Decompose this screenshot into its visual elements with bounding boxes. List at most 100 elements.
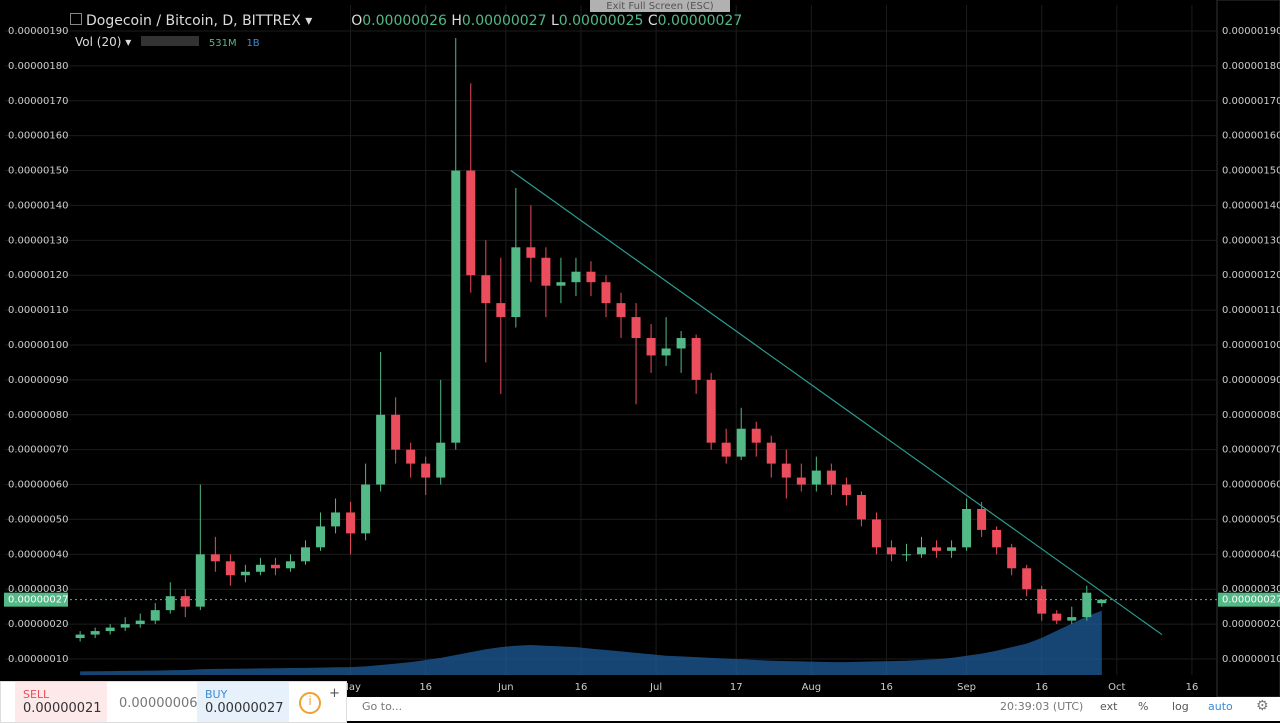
y-tick-label-right: 0.00000010: [1222, 654, 1280, 665]
fullscreen-text[interactable]: Exit Full Screen (ESC): [606, 1, 714, 12]
candle-body: [676, 338, 686, 349]
buy-button[interactable]: BUY 0.00000027: [197, 682, 289, 722]
y-tick-label: 0.00000030: [8, 584, 68, 595]
candle-body: [316, 526, 326, 548]
candle-body: [270, 564, 280, 569]
y-tick-label: 0.00000070: [8, 445, 68, 456]
candle-body: [1082, 592, 1092, 618]
buy-label[interactable]: BUY: [205, 688, 228, 701]
x-tick-label: Oct: [1108, 682, 1125, 693]
y-tick-label: 0.00000040: [8, 549, 68, 560]
x-tick-label: 16: [575, 682, 588, 693]
vol-buttons[interactable]: [141, 36, 200, 46]
candle-body: [811, 470, 821, 485]
buy-price[interactable]: 0.00000027: [205, 701, 284, 716]
y-tick-label: 0.00000170: [8, 96, 68, 107]
plus[interactable]: +: [329, 686, 340, 701]
candle-body: [886, 547, 896, 555]
y-tick-label: 0.00000160: [8, 131, 68, 142]
vol-value: 1B: [246, 38, 260, 49]
candle-body: [706, 379, 716, 443]
y-tick-label-right: 0.00000170: [1222, 96, 1280, 107]
candle-body: [376, 414, 386, 485]
y-tick-label-right: 0.00000160: [1222, 131, 1280, 142]
candle-body: [391, 414, 401, 450]
candle-body: [977, 508, 987, 530]
pct-button[interactable]: %: [1138, 700, 1149, 713]
log-button[interactable]: log: [1172, 700, 1189, 713]
candle-body: [331, 512, 341, 527]
candle-body: [225, 561, 235, 576]
auto-button[interactable]: auto: [1208, 700, 1233, 713]
y-tick-label-right: 0.00000190: [1222, 26, 1280, 37]
candle-body: [406, 449, 416, 464]
candle-body: [240, 571, 250, 576]
settings[interactable]: ⚙: [1256, 698, 1269, 714]
candle-body: [451, 170, 461, 443]
candle-body: [346, 512, 356, 534]
candle-body: [1037, 589, 1047, 614]
y-tick-label: 0.00000120: [8, 270, 68, 281]
candle-body: [255, 564, 265, 572]
sell-button[interactable]: SELL 0.00000021: [15, 682, 107, 722]
y-tick-label-right: 0.00000110: [1222, 305, 1280, 316]
ext-button[interactable]: ext: [1100, 700, 1118, 713]
candle-body: [901, 554, 911, 556]
last-price-label-right: 0.00000027: [1222, 595, 1280, 606]
candle-body: [75, 634, 85, 639]
candle-body: [421, 463, 431, 478]
o-val: 0.00000026: [362, 13, 447, 29]
candle-body: [1052, 613, 1062, 621]
candle-body: [285, 561, 295, 569]
candle-body: [481, 275, 491, 304]
c-val: 0.00000027: [657, 13, 743, 29]
c-key: C: [647, 13, 658, 29]
goto[interactable]: Go to...: [362, 700, 403, 713]
x-tick-label: Sep: [957, 682, 976, 693]
y-tick-label: 0.00000130: [8, 235, 68, 246]
clock: 20:39:03 (UTC): [1000, 700, 1084, 713]
candle-body: [586, 271, 596, 283]
candle-body: [571, 271, 581, 283]
candle-body: [917, 547, 927, 555]
candle-body: [962, 508, 972, 548]
candle-body: [826, 470, 836, 485]
last-price-tag-right: [1218, 592, 1280, 607]
vol-legend: Vol (20) ▾ 531M 1B: [75, 35, 260, 49]
candle-body: [210, 554, 220, 562]
candle-body: [195, 554, 205, 607]
symbol-title[interactable]: Dogecoin / Bitcoin, D, BITTREX: [86, 13, 301, 29]
y-tick-label-right: 0.00000070: [1222, 445, 1280, 456]
collapse-icon[interactable]: [70, 13, 82, 25]
y-tick-label-right: 0.00000090: [1222, 375, 1280, 386]
candle-body: [541, 257, 551, 286]
o-key: O: [351, 13, 363, 29]
fullscreen-tip[interactable]: [590, 0, 730, 12]
vol-title[interactable]: Vol (20): [75, 35, 122, 49]
candle-body: [511, 247, 521, 318]
legend: Dogecoin / Bitcoin, D, BITTREX ▾ O0.0000…: [70, 13, 742, 29]
y-tick-label: 0.00000050: [8, 514, 68, 525]
trend-line: [510, 170, 1163, 636]
sell-label[interactable]: SELL: [23, 688, 50, 701]
y-tick-label: 0.00000010: [8, 654, 68, 665]
candle-body: [856, 495, 866, 520]
candle-body: [841, 484, 851, 496]
x-tick-label: 16: [1035, 682, 1048, 693]
candle-body: [1007, 547, 1017, 569]
candle-body: [165, 596, 175, 611]
candle-body: [631, 317, 641, 339]
x-tick-label: May: [340, 682, 361, 693]
volume-ma-area: [80, 610, 1102, 675]
y-tick-label-right: 0.00000020: [1222, 619, 1280, 630]
y-tick-label: 0.00000020: [8, 619, 68, 630]
y-tick-label: 0.00000100: [8, 340, 68, 351]
x-tick-label: Jul: [649, 682, 662, 693]
y-tick-label: 0.00000180: [8, 61, 68, 72]
candle-body: [105, 627, 115, 632]
candle-body: [766, 442, 776, 464]
info-icon[interactable]: i: [299, 692, 321, 714]
sell-price[interactable]: 0.00000021: [23, 701, 102, 716]
